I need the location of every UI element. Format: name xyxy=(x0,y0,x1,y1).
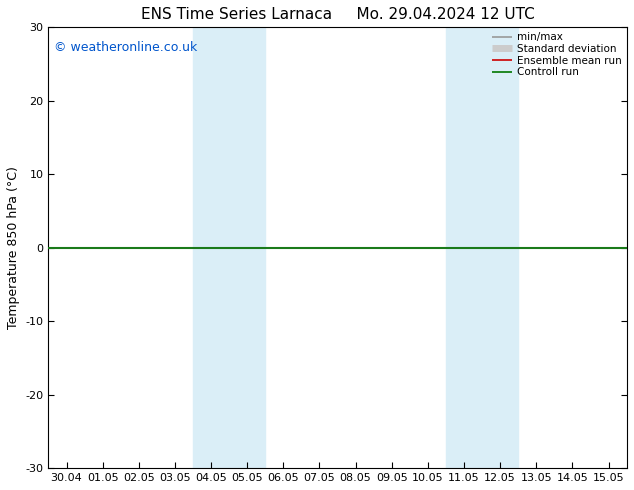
Text: © weatheronline.co.uk: © weatheronline.co.uk xyxy=(55,41,198,53)
Legend: min/max, Standard deviation, Ensemble mean run, Controll run: min/max, Standard deviation, Ensemble me… xyxy=(489,30,623,79)
Bar xyxy=(446,27,518,468)
Title: ENS Time Series Larnaca     Mo. 29.04.2024 12 UTC: ENS Time Series Larnaca Mo. 29.04.2024 1… xyxy=(141,7,534,22)
Y-axis label: Temperature 850 hPa (°C): Temperature 850 hPa (°C) xyxy=(7,166,20,329)
Bar xyxy=(193,27,265,468)
